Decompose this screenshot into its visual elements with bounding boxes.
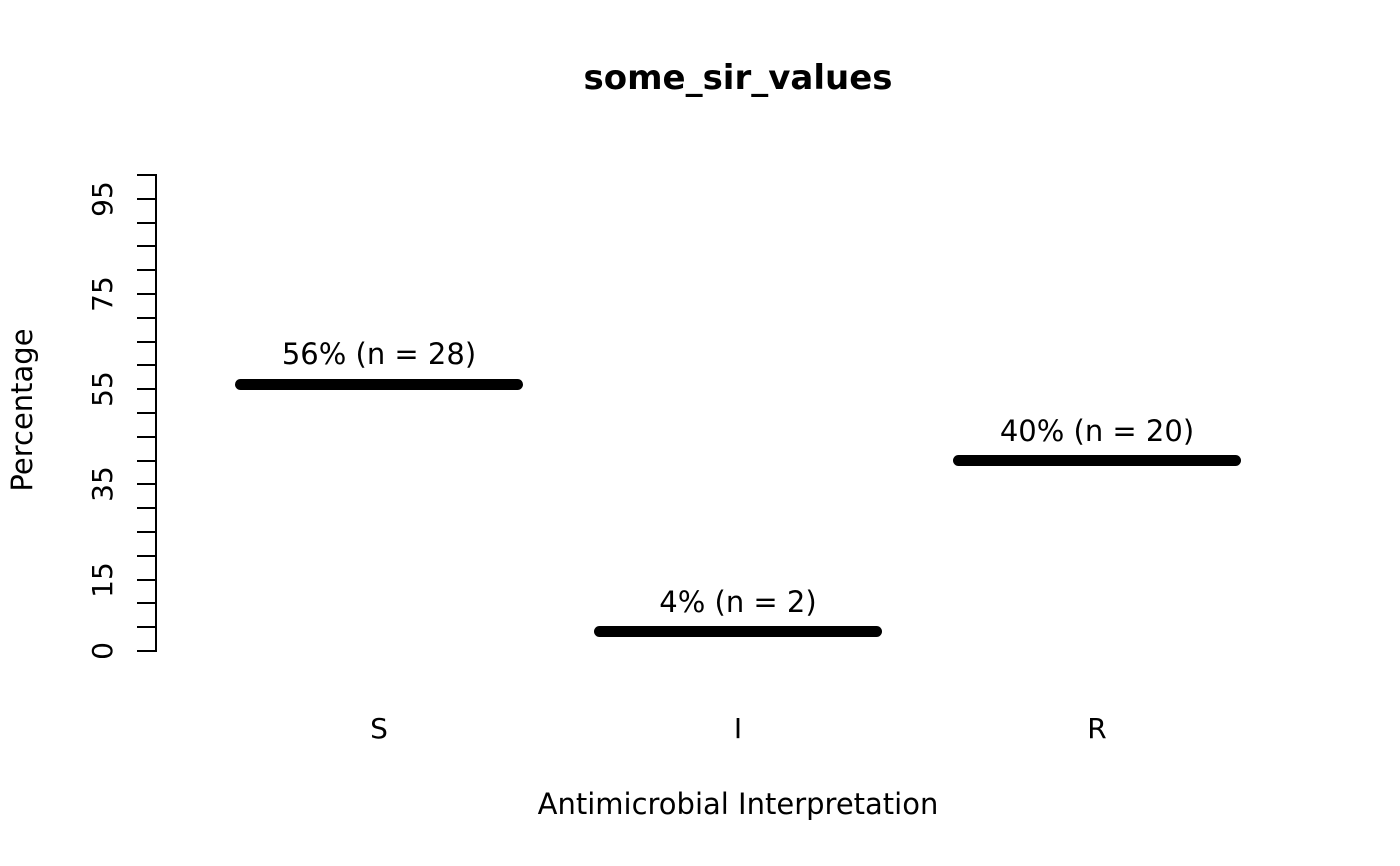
y-axis-tick [137, 650, 155, 652]
y-axis-tick [137, 578, 155, 581]
y-axis-tick [137, 245, 155, 248]
bar-label-S: 56% (n = 28) [281, 337, 477, 372]
y-tick-label: 95 [86, 180, 119, 217]
x-axis-title: Antimicrobial Interpretation [537, 787, 939, 821]
y-axis-tick [137, 483, 155, 486]
y-axis-tick [137, 364, 155, 367]
bar-I [594, 626, 882, 638]
y-axis-line [155, 174, 157, 652]
y-axis-tick [137, 340, 155, 343]
y-axis-tick [137, 269, 155, 272]
chart-title: some_sir_values [583, 58, 893, 98]
y-axis-tick [137, 221, 155, 224]
y-axis-tick [137, 602, 155, 605]
x-category-label-I: I [733, 712, 743, 745]
bar-S [235, 378, 523, 390]
y-tick-label: 0 [86, 642, 119, 660]
y-axis-tick [137, 626, 155, 629]
x-category-label-R: R [1087, 712, 1107, 745]
y-axis-tick [137, 435, 155, 438]
y-axis-tick [137, 174, 155, 176]
y-axis-tick [137, 316, 155, 319]
x-category-label-S: S [370, 712, 388, 745]
y-axis-tick [137, 293, 155, 295]
y-axis-title: Percentage [5, 328, 39, 492]
y-axis-tick [137, 412, 155, 414]
bar-R [953, 455, 1241, 467]
y-axis-tick [137, 459, 155, 462]
y-axis-tick [137, 531, 155, 533]
y-tick-label: 35 [86, 466, 119, 503]
y-axis-tick [137, 554, 155, 557]
bar-label-R: 40% (n = 20) [999, 413, 1195, 448]
y-tick-label: 55 [86, 371, 119, 408]
y-tick-label: 15 [86, 561, 119, 598]
y-axis-tick [137, 388, 155, 391]
bar-label-I: 4% (n = 2) [659, 584, 817, 619]
y-axis-tick [137, 197, 155, 200]
y-tick-label: 75 [86, 276, 119, 312]
y-axis-tick [137, 507, 155, 510]
